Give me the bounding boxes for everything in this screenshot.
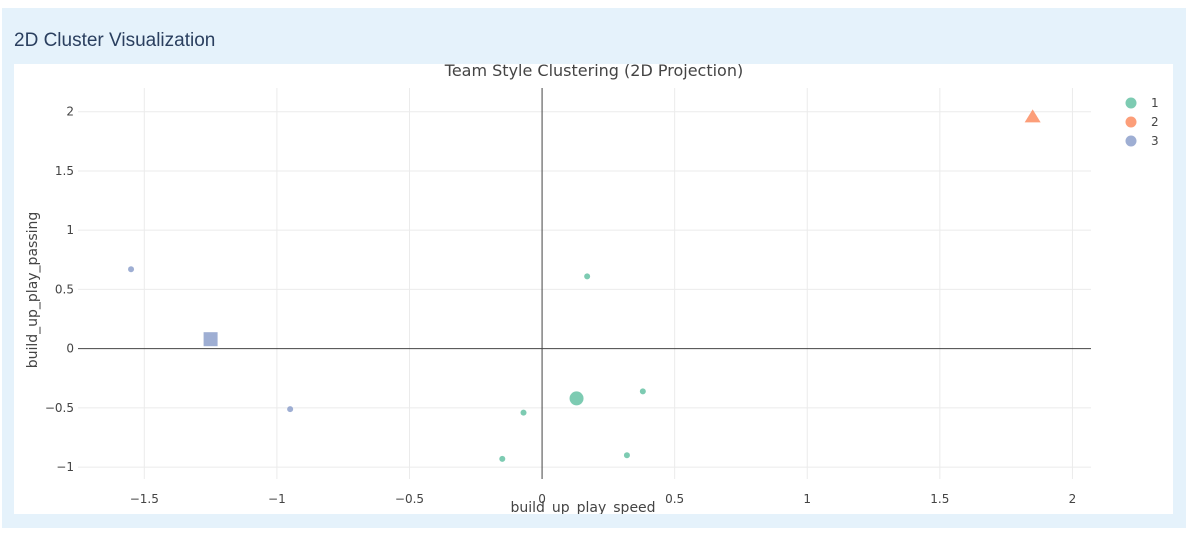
y-tick-label: 0.5	[55, 282, 74, 296]
y-tick-label: 1	[66, 223, 74, 237]
legend-swatch-2	[1125, 116, 1137, 128]
data-point-cluster-3[interactable]	[287, 406, 294, 413]
data-point-cluster-1[interactable]	[499, 455, 506, 462]
legend-item-3[interactable]: 3	[1125, 134, 1159, 148]
legend-label-2: 2	[1151, 115, 1159, 129]
y-tick-label: 0	[66, 342, 74, 356]
x-axis-title: build_up_play_speed	[510, 500, 655, 514]
chart-title: Team Style Clustering (2D Projection)	[444, 64, 743, 80]
x-tick-label: 1	[803, 492, 811, 506]
data-point-cluster-1[interactable]	[623, 452, 630, 459]
legend-label-3: 3	[1151, 134, 1159, 148]
x-tick-label: −0.5	[395, 492, 424, 506]
data-point-cluster-1[interactable]	[584, 273, 591, 280]
centroid-cluster-3[interactable]	[203, 332, 218, 347]
x-tick-label: 2	[1069, 492, 1077, 506]
plot-panel: −1.5 −1 −0.5 0 0.5 1 1.5 2 −1 −0.5 0 0.5 1 1.5 2 Team …	[14, 64, 1173, 514]
marks-layer	[128, 109, 1041, 462]
legend-item-2[interactable]: 2	[1125, 115, 1159, 129]
x-tick-label: −1	[268, 492, 286, 506]
x-tick-label: 0	[538, 492, 546, 506]
y-tick-label: −1	[56, 460, 74, 474]
data-point-cluster-1[interactable]	[639, 388, 646, 395]
y-tick-label: −0.5	[45, 401, 74, 415]
cluster-visualization-card: 2D Cluster Visualization −1.5 −1 −0.5 0 0.5 1…	[2, 8, 1186, 528]
y-tick-label: 1.5	[55, 164, 74, 178]
centroid-cluster-2[interactable]	[1024, 109, 1041, 123]
legend-swatch-3	[1125, 135, 1137, 147]
legend-swatch-1	[1125, 97, 1137, 109]
data-point-cluster-3[interactable]	[128, 266, 135, 273]
x-tick-label: 0.5	[665, 492, 684, 506]
tick-layer: −1.5 −1 −0.5 0 0.5 1 1.5 2 −1 −0.5 0 0.5 1 1.5 2	[45, 105, 1076, 506]
grid-layer	[78, 88, 1091, 479]
legend-label-1: 1	[1151, 96, 1159, 110]
axis-layer	[78, 88, 1091, 479]
x-tick-label: −1.5	[130, 492, 159, 506]
card-title: 2D Cluster Visualization	[14, 30, 216, 51]
legend-item-1[interactable]: 1	[1125, 96, 1159, 110]
data-point-cluster-1[interactable]	[520, 409, 527, 416]
scatter-chart: −1.5 −1 −0.5 0 0.5 1 1.5 2 −1 −0.5 0 0.5 1 1.5 2 Team …	[25, 64, 1159, 514]
centroid-cluster-1[interactable]	[569, 391, 584, 406]
legend: 1 2 3	[1125, 96, 1159, 148]
y-axis-title: build_up_play_passing	[25, 212, 41, 369]
x-tick-label: 1.5	[930, 492, 949, 506]
y-tick-label: 2	[66, 105, 74, 119]
